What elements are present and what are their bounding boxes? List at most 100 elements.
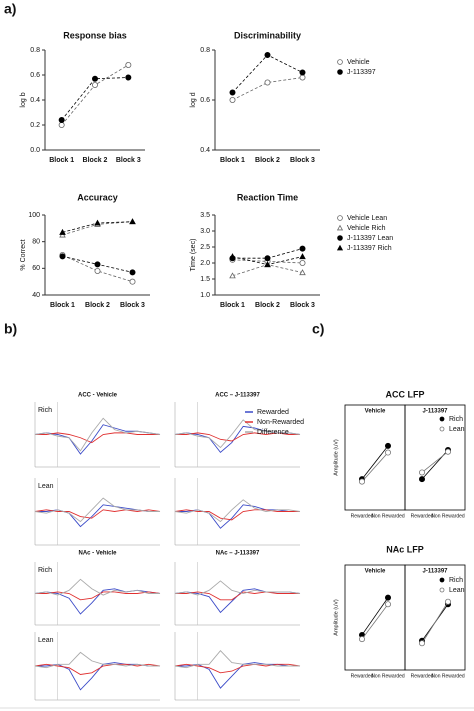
- facet-frame: [344, 404, 406, 511]
- series-line: [232, 54, 303, 93]
- legend-label: Difference: [257, 429, 289, 436]
- trace: [34, 417, 161, 452]
- trace: [34, 578, 160, 596]
- y-axis-label: Amplitude (uV): [333, 599, 339, 636]
- chart-title: NAc – J-113397: [216, 551, 260, 557]
- facet-frame: [344, 564, 406, 671]
- marker: [444, 598, 451, 605]
- y-axis-label: log b: [20, 92, 27, 107]
- x-tick-label: Block 3: [290, 302, 315, 309]
- x-tick-label: Block 1: [220, 157, 245, 164]
- legend-marker: [337, 215, 343, 221]
- marker: [229, 89, 236, 96]
- y-tick-label: 100: [28, 212, 40, 219]
- x-tick-label: Non Rewarded: [431, 513, 465, 519]
- x-tick-label: Block 3: [120, 302, 145, 309]
- x-tick-label: Block 2: [255, 302, 280, 309]
- row-label: Lean: [38, 483, 54, 490]
- trace: [34, 509, 161, 519]
- x-tick-label: Block 3: [290, 157, 315, 164]
- y-tick-label: 3.0: [200, 228, 210, 235]
- x-tick-label: Non Rewarded: [371, 513, 405, 519]
- series-line: [61, 77, 129, 121]
- panel-label: a): [4, 1, 16, 17]
- marker: [299, 245, 306, 252]
- y-tick-label: 0.2: [30, 122, 40, 129]
- x-tick-label: Non Rewarded: [431, 673, 465, 679]
- y-tick-label: 2.0: [200, 260, 210, 267]
- trace: [174, 650, 300, 669]
- marker: [358, 636, 365, 643]
- marker: [264, 255, 271, 262]
- marker: [444, 448, 451, 455]
- trace: [34, 663, 161, 675]
- marker: [418, 640, 425, 647]
- x-tick-label: Rewarded: [351, 513, 374, 519]
- chart-title: Reaction Time: [237, 192, 298, 202]
- marker: [264, 52, 271, 59]
- series-line: [62, 254, 133, 283]
- marker: [129, 278, 136, 285]
- y-tick-label: 1.5: [200, 276, 210, 283]
- trace: [175, 591, 300, 601]
- facet-frame: [404, 564, 466, 671]
- trace: [174, 499, 301, 523]
- x-tick-label: Rewarded: [351, 673, 374, 679]
- legend-label: J-113397 Rich: [347, 245, 392, 252]
- x-tick-label: Block 1: [49, 157, 74, 164]
- series-line: [361, 597, 389, 636]
- marker: [264, 261, 271, 268]
- marker: [59, 228, 66, 235]
- y-tick-label: 0.6: [200, 97, 210, 104]
- legend-label: Vehicle: [347, 59, 370, 66]
- legend-label: Non-Rewarded: [257, 419, 304, 426]
- chart-title: Discriminability: [234, 30, 301, 40]
- trace: [34, 497, 160, 523]
- legend-marker: [336, 224, 344, 231]
- y-tick-label: 0.8: [30, 47, 40, 54]
- marker: [418, 469, 425, 476]
- trace: [35, 432, 160, 444]
- marker: [229, 272, 236, 279]
- facet-title: J-113397: [422, 409, 448, 415]
- legend-label: Vehicle Lean: [347, 215, 387, 222]
- series-line: [361, 604, 389, 640]
- series-line: [421, 601, 449, 644]
- y-axis-label: Amplitude (uV): [333, 439, 339, 476]
- legend-label: Rich: [449, 416, 463, 423]
- facet-title: Vehicle: [365, 409, 386, 415]
- trace: [174, 419, 301, 449]
- marker: [299, 269, 306, 276]
- chart-title: NAc LFP: [386, 544, 424, 554]
- chart-title: ACC - Vehicle: [78, 393, 118, 399]
- chart-title: ACC – J-113397: [215, 393, 260, 399]
- y-tick-label: 0.8: [200, 47, 210, 54]
- chart-title: ACC LFP: [386, 389, 425, 399]
- x-tick-label: Rewarded: [411, 513, 434, 519]
- x-tick-label: Block 2: [85, 302, 110, 309]
- trace: [34, 424, 161, 455]
- trace: [35, 504, 160, 528]
- chart-title: Accuracy: [77, 192, 118, 202]
- series-line: [421, 451, 449, 473]
- legend-label: Lean: [449, 587, 465, 594]
- marker: [125, 62, 132, 69]
- facet-title: Vehicle: [365, 569, 386, 575]
- y-tick-label: 2.5: [200, 244, 210, 251]
- y-tick-label: 80: [32, 239, 40, 246]
- marker: [299, 74, 306, 81]
- series-line: [361, 445, 389, 480]
- marker: [384, 449, 391, 456]
- y-tick-label: 0.4: [200, 147, 210, 154]
- series-line: [361, 452, 389, 482]
- y-axis-label: % Correct: [20, 239, 27, 270]
- y-tick-label: 3.5: [200, 212, 210, 219]
- y-tick-label: 40: [32, 292, 40, 299]
- marker: [125, 74, 132, 81]
- legend-label: Rewarded: [257, 409, 289, 416]
- series-line: [232, 77, 303, 101]
- y-tick-label: 60: [32, 265, 40, 272]
- row-label: Rich: [38, 407, 52, 414]
- x-tick-label: Non Rewarded: [371, 673, 405, 679]
